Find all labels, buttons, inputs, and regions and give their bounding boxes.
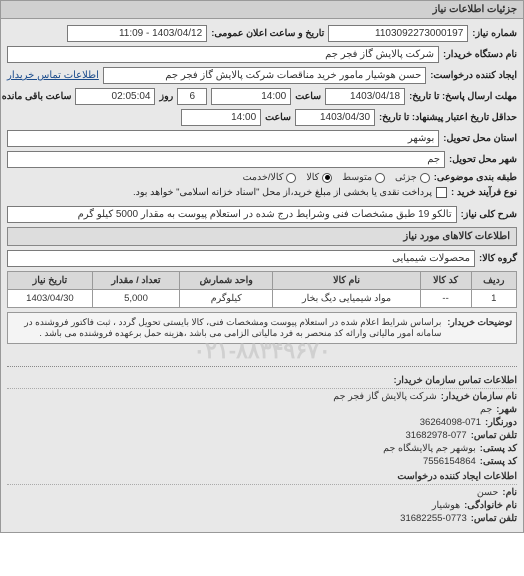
table-cell: --	[420, 290, 471, 308]
table-cell: 1	[471, 290, 516, 308]
fax-label: دورنگار:	[485, 417, 517, 428]
priority-goods[interactable]: کالا/خدمت	[243, 172, 297, 183]
requester-label: ایجاد کننده درخواست:	[430, 70, 517, 81]
city-label: شهر:	[496, 404, 517, 415]
surname-label: نام خانوادگی:	[464, 500, 517, 511]
announce-value: 1403/04/12 - 11:09	[67, 25, 207, 42]
time-remaining-label: ساعت باقی مانده	[2, 91, 72, 102]
announce-label: تاریخ و ساعت اعلان عمومی:	[211, 28, 324, 39]
org: شرکت پالایش گاز فجر جم	[333, 391, 436, 402]
table-cell: 1403/04/30	[8, 290, 93, 308]
postal-area: بوشهر جم پالایشگاه جم	[383, 443, 476, 454]
fax: 36264098-071	[420, 417, 481, 428]
contact-header-2: اطلاعات ایجاد کننده درخواست	[7, 471, 517, 485]
name-label: نام:	[502, 487, 517, 498]
days-remaining: 6	[177, 88, 207, 105]
days-remaining-label: روز	[159, 91, 173, 102]
table-header: واحد شمارش	[180, 272, 273, 290]
validity-time: 14:00	[181, 109, 261, 126]
deadline-date: 1403/04/18	[325, 88, 405, 105]
table-header: تاریخ نیاز	[8, 272, 93, 290]
watermark: ۰۲۱-۸۸۳۴۹۶۷۰	[7, 338, 517, 364]
priority-medium-label: متوسط	[342, 172, 372, 183]
table-header: تعداد / مقدار	[92, 272, 179, 290]
surname: هوشیار	[432, 500, 460, 511]
priority-urgent[interactable]: جزئی	[395, 172, 430, 183]
validity-date: 1403/04/30	[295, 109, 375, 126]
buyer-contact-link[interactable]: اطلاعات تماس خریدار	[7, 70, 99, 81]
priority-label: طبقه بندی موضوعی:	[434, 172, 517, 183]
name: حسن	[477, 487, 499, 498]
city: جم	[480, 404, 492, 415]
deadline-time-label: ساعت	[295, 91, 321, 102]
requester: حسن هوشیار مامور خرید مناقصات شرکت پالای…	[103, 67, 426, 84]
table-header: ردیف	[471, 272, 516, 290]
panel-body: شماره نیاز: 1103092273000197 تاریخ و ساع…	[1, 19, 523, 532]
checkbox-label: پرداخت نقدی یا بخشی از مبلغ خرید،از محل …	[133, 187, 432, 198]
delivery-city: جم	[7, 151, 445, 168]
delivery-province-label: استان محل تحویل:	[443, 133, 517, 144]
panel-title: جزئیات اطلاعات نیاز	[1, 1, 523, 19]
priority-service-label: کالا	[306, 172, 319, 183]
postal-label: کد پستی:	[480, 443, 517, 454]
request-no: 1103092273000197	[328, 25, 468, 42]
buyer-org-label: نام دستگاه خریدار:	[443, 49, 517, 60]
group-label: گروه کالا:	[479, 253, 517, 264]
delivery-city-label: شهر محل تحویل:	[449, 154, 517, 165]
org-label: نام سازمان خریدار:	[441, 391, 517, 402]
table-cell: کیلوگرم	[180, 290, 273, 308]
contact-section: اطلاعات تماس سازمان خریدار: نام سازمان خ…	[7, 366, 517, 524]
note-label: توضیحات خریدار:	[447, 317, 512, 339]
postal-code-label: کد پستی:	[480, 456, 517, 467]
phone: 31682978-077	[405, 430, 466, 441]
priority-medium[interactable]: متوسط	[342, 172, 385, 183]
priority-radio-group: جزئی متوسط کالا کالا/خدمت	[243, 172, 430, 183]
items-section-header: اطلاعات کالاهای مورد نیاز	[7, 227, 517, 246]
summary-label: شرح کلی نیاز:	[461, 209, 517, 220]
process-label: نوع فرآیند خرید :	[451, 187, 517, 198]
request-no-label: شماره نیاز:	[472, 28, 517, 39]
postal-code: 7556154864	[423, 456, 476, 467]
table-header: کد کالا	[420, 272, 471, 290]
buyer-org: شرکت پالایش گاز فجر جم	[7, 46, 439, 63]
contact-phone-label: تلفن تماس:	[471, 513, 517, 524]
treasury-checkbox[interactable]	[436, 187, 447, 198]
info-panel: جزئیات اطلاعات نیاز شماره نیاز: 11030922…	[0, 0, 524, 533]
group: محصولات شیمیایی	[7, 250, 475, 267]
delivery-province: بوشهر	[7, 130, 439, 147]
table-cell: 5,000	[92, 290, 179, 308]
contact-phone: 31682255-0773	[400, 513, 467, 524]
deadline-label: مهلت ارسال پاسخ: تا تاریخ:	[409, 91, 517, 102]
priority-service[interactable]: کالا	[306, 172, 332, 183]
table-row: 1--مواد شیمیایی دیگ بخارکیلوگرم5,0001403…	[8, 290, 517, 308]
time-remaining: 02:05:04	[75, 88, 155, 105]
validity-label: حداقل تاریخ اعتبار پیشنهاد: تا تاریخ:	[379, 112, 517, 123]
note-text: براساس شرایط اعلام شده در استعلام پیوست …	[12, 317, 441, 339]
summary: تالکو 19 طبق مشخصات فنی وشرایط درج شده د…	[7, 206, 457, 223]
validity-time-label: ساعت	[265, 112, 291, 123]
priority-urgent-label: جزئی	[395, 172, 417, 183]
items-table: ردیفکد کالانام کالاواحد شمارشتعداد / مقد…	[7, 271, 517, 308]
priority-goods-label: کالا/خدمت	[243, 172, 284, 183]
table-header: نام کالا	[273, 272, 420, 290]
contact-header-1: اطلاعات تماس سازمان خریدار:	[7, 375, 517, 389]
phone-label: تلفن تماس:	[471, 430, 517, 441]
deadline-time: 14:00	[211, 88, 291, 105]
table-cell: مواد شیمیایی دیگ بخار	[273, 290, 420, 308]
